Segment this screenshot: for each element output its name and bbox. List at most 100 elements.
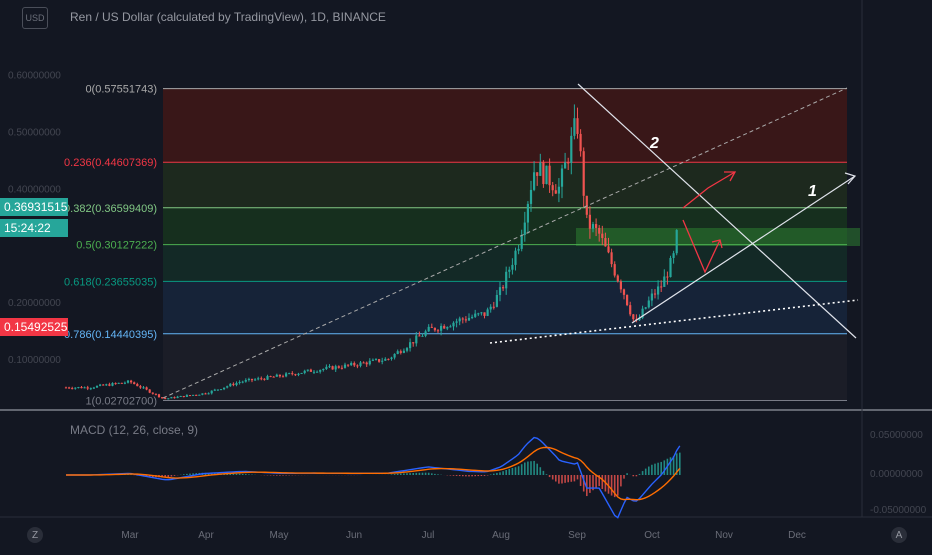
candle-body bbox=[576, 118, 579, 134]
candle-body bbox=[219, 389, 223, 391]
candle-body bbox=[126, 380, 130, 383]
auto-scale-button[interactable]: A bbox=[891, 527, 907, 543]
candle-body bbox=[539, 162, 542, 176]
candle-body bbox=[260, 378, 263, 380]
candle-body bbox=[213, 389, 216, 391]
candle-body bbox=[616, 275, 619, 282]
candle-body bbox=[458, 318, 461, 322]
candle-body bbox=[337, 366, 340, 368]
candle-body bbox=[613, 264, 616, 276]
candle-body bbox=[585, 195, 588, 215]
candle-body bbox=[446, 327, 449, 329]
support-line bbox=[489, 299, 859, 344]
candle-body bbox=[247, 378, 250, 381]
candle-body bbox=[325, 366, 328, 369]
candle-body bbox=[334, 366, 337, 370]
candle-body bbox=[579, 133, 582, 152]
candle-body bbox=[554, 190, 557, 194]
candle-body bbox=[275, 374, 278, 377]
fib-zone bbox=[163, 281, 847, 334]
price-scale-label: 0.10000000 bbox=[8, 355, 61, 366]
candle-body bbox=[359, 362, 362, 366]
candle-body bbox=[266, 376, 269, 380]
candle-body bbox=[340, 367, 343, 369]
candle-body bbox=[396, 351, 399, 354]
candle-body bbox=[657, 286, 660, 295]
candle-body bbox=[557, 186, 560, 194]
candle-body bbox=[588, 214, 591, 229]
candle-body bbox=[114, 383, 117, 385]
candle-body bbox=[145, 387, 148, 390]
candle-body bbox=[151, 392, 154, 394]
candle-body bbox=[353, 362, 356, 366]
candle-body bbox=[130, 380, 133, 383]
candle-body bbox=[412, 342, 415, 344]
candle-body bbox=[263, 378, 266, 380]
arrowhead-1 bbox=[844, 172, 857, 185]
fib-label: 0(0.57551743) bbox=[85, 84, 157, 96]
candle-body bbox=[176, 396, 179, 398]
candle-body bbox=[74, 387, 77, 389]
candle-body bbox=[136, 383, 139, 387]
candle-body bbox=[591, 224, 595, 229]
candle-body bbox=[440, 325, 443, 331]
candle-body bbox=[95, 385, 99, 388]
candle-body bbox=[607, 246, 610, 253]
candle-body bbox=[619, 281, 622, 290]
zoom-reset-button[interactable]: Z bbox=[27, 527, 43, 543]
symbol-badge[interactable]: USD bbox=[22, 7, 48, 29]
candle-body bbox=[198, 394, 201, 396]
fibonacci-lines bbox=[163, 88, 847, 401]
candle-body bbox=[201, 393, 204, 395]
candle-body bbox=[157, 394, 161, 398]
candle-body bbox=[622, 289, 626, 295]
candle-body bbox=[495, 294, 498, 307]
signal-line bbox=[66, 446, 681, 501]
candle-body bbox=[660, 286, 663, 288]
candle-body bbox=[238, 382, 241, 384]
candle-body bbox=[632, 314, 635, 320]
candle-body bbox=[229, 383, 232, 387]
axes: 0.60000000 0.50000000 0.40000000 0.20000000… bbox=[0, 0, 932, 541]
candle-body bbox=[343, 364, 347, 368]
bear-path bbox=[682, 219, 721, 274]
candle-body bbox=[666, 276, 669, 278]
candle-body bbox=[533, 172, 536, 190]
candle-body bbox=[480, 312, 483, 314]
candle-body bbox=[312, 371, 316, 373]
candle-body bbox=[471, 316, 474, 318]
candle-body bbox=[672, 253, 675, 258]
candle-body bbox=[548, 165, 551, 186]
candle-body bbox=[601, 233, 604, 239]
candle-body bbox=[536, 172, 539, 176]
fib-label: 0.236(0.44607369) bbox=[64, 157, 157, 169]
candle-body bbox=[170, 397, 173, 399]
candle-body bbox=[675, 230, 678, 254]
candle-body bbox=[161, 397, 164, 399]
candle-body bbox=[281, 376, 285, 378]
candle-body bbox=[216, 389, 219, 391]
candle-body bbox=[669, 257, 672, 278]
candle-body bbox=[517, 248, 520, 251]
candle-body bbox=[291, 373, 294, 375]
fibonacci-labels: 0(0.57551743) 0.236(0.44607369) 0.382(0.36… bbox=[64, 84, 157, 408]
candle-body bbox=[474, 313, 477, 317]
candle-body bbox=[415, 335, 418, 344]
candle-body bbox=[387, 358, 390, 360]
candle-body bbox=[294, 374, 297, 376]
candle-body bbox=[223, 387, 226, 390]
candle-body bbox=[102, 384, 105, 386]
annotation-1: 1 bbox=[808, 183, 817, 200]
candle-body bbox=[154, 393, 157, 395]
candle-body bbox=[644, 307, 647, 309]
candle-body bbox=[486, 309, 489, 316]
candle-body bbox=[148, 389, 151, 393]
fib-zone bbox=[163, 333, 847, 401]
fibonacci-zones bbox=[163, 88, 860, 401]
candle-body bbox=[210, 390, 213, 394]
candle-body bbox=[641, 308, 644, 318]
candle-body bbox=[505, 271, 508, 289]
candle-body bbox=[365, 362, 368, 365]
